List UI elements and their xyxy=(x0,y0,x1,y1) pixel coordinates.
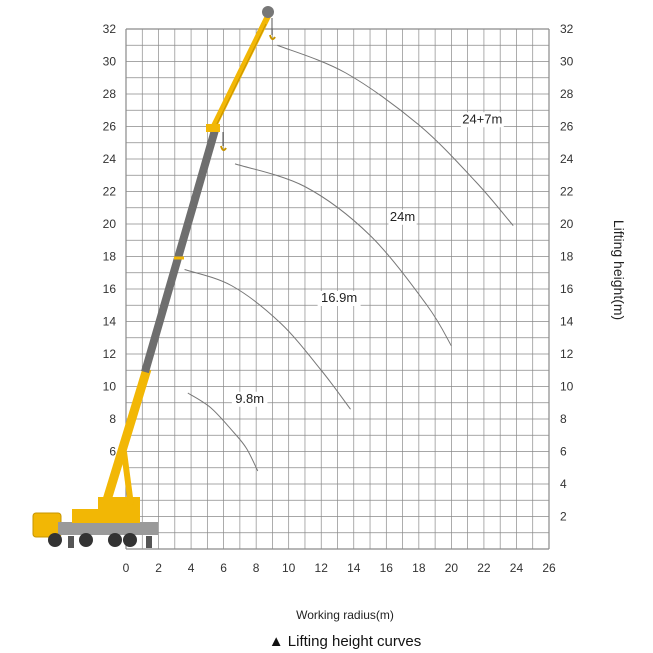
x-tick-label: 12 xyxy=(315,561,329,575)
x-tick-label: 4 xyxy=(188,561,195,575)
x-tick-label: 16 xyxy=(380,561,394,575)
crane-jib xyxy=(209,12,272,132)
y-tick-label-right: 10 xyxy=(560,380,574,394)
y-tick-label-left: 26 xyxy=(103,120,117,134)
curve-label: 24+7m xyxy=(462,111,502,126)
lifting-curve-169m xyxy=(184,269,351,410)
y-tick-label-right: 12 xyxy=(560,347,574,361)
y-tick-label-left: 16 xyxy=(103,282,117,296)
y-tick-label-left: 28 xyxy=(103,87,117,101)
crane-jib-joint xyxy=(206,124,220,132)
y-tick-label-left: 12 xyxy=(103,347,117,361)
lifting-curves xyxy=(184,44,514,472)
y-tick-label-right: 2 xyxy=(560,510,567,524)
x-tick-label: 26 xyxy=(542,561,556,575)
curve-label: 24m xyxy=(390,209,415,224)
crane-turntable xyxy=(98,497,140,523)
y-tick-label-left: 24 xyxy=(103,152,117,166)
y-tick-label-right: 18 xyxy=(560,250,574,264)
curve-label-bg xyxy=(231,391,268,407)
x-tick-label: 24 xyxy=(510,561,524,575)
y-tick-label-right: 20 xyxy=(560,217,574,231)
y-tick-label-left: 18 xyxy=(103,250,117,264)
lifting-curve-247m xyxy=(277,44,514,226)
lifting-curve-24m xyxy=(234,163,452,347)
y-tick-label-left: 20 xyxy=(103,217,117,231)
x-tick-label: 14 xyxy=(347,561,361,575)
y-tick-label-left: 8 xyxy=(109,412,116,426)
y-tick-label-right: 32 xyxy=(560,22,574,36)
crane-boom-mid xyxy=(141,128,219,374)
crane-wheel xyxy=(79,533,93,547)
chart-caption: ▲ Lifting height curves xyxy=(269,633,421,650)
y-tick-label-left: 6 xyxy=(109,445,116,459)
crane-hook xyxy=(269,34,276,41)
crane-outrigger xyxy=(68,536,74,548)
y-tick-label-left: 30 xyxy=(103,55,117,69)
y-tick-label-right: 30 xyxy=(560,55,574,69)
crane-illustration xyxy=(32,6,276,548)
chart-grid xyxy=(125,28,550,550)
y-tick-label-right: 16 xyxy=(560,282,574,296)
crane-jib-strut xyxy=(214,23,267,129)
y-tick-label-right: 22 xyxy=(560,185,574,199)
curve-label: 9.8m xyxy=(235,391,264,406)
crane-wheel xyxy=(123,533,137,547)
crane-wheel xyxy=(108,533,122,547)
curve-label: 16.9m xyxy=(321,290,357,305)
crane-luffing-cylinder xyxy=(121,451,134,506)
x-tick-label: 6 xyxy=(220,561,227,575)
x-tick-label: 20 xyxy=(445,561,459,575)
y-tick-label-right: 6 xyxy=(560,445,567,459)
y-tick-label-right: 24 xyxy=(560,152,574,166)
y-tick-label-left: 32 xyxy=(103,22,117,36)
curve-labels: 9.8m 16.9m 24m 24+7m xyxy=(231,111,504,407)
y-tick-label-right: 28 xyxy=(560,87,574,101)
crane-jib-tip xyxy=(262,6,274,18)
y-tick-label-right: 26 xyxy=(560,120,574,134)
y-tick-label-right: 14 xyxy=(560,315,574,329)
crane-wheel xyxy=(48,533,62,547)
y-tick-label-left: 22 xyxy=(103,185,117,199)
x-tick-label: 10 xyxy=(282,561,296,575)
y-tick-label-left: 14 xyxy=(103,315,117,329)
curve-label-bg xyxy=(388,209,417,225)
x-axis-title: Working radius(m) xyxy=(296,608,394,622)
x-tick-label: 2 xyxy=(155,561,162,575)
x-tick-label: 22 xyxy=(477,561,491,575)
curve-label-bg xyxy=(317,291,361,306)
y-tick-label-right: 4 xyxy=(560,477,567,491)
x-tick-label: 8 xyxy=(253,561,260,575)
crane-outrigger xyxy=(146,536,152,548)
y-tick-label-left: 10 xyxy=(103,380,117,394)
curve-label-bg xyxy=(460,112,504,128)
crane-boom-base xyxy=(102,367,152,502)
x-tick-label: 18 xyxy=(412,561,426,575)
y-tick-label-right: 8 xyxy=(560,412,567,426)
x-tick-label: 0 xyxy=(123,561,130,575)
crane-hook xyxy=(220,145,227,152)
lifting-curve-98m xyxy=(187,392,259,472)
crane-carrier xyxy=(58,522,158,535)
y-axis-title: Lifting height(m) xyxy=(611,220,627,320)
